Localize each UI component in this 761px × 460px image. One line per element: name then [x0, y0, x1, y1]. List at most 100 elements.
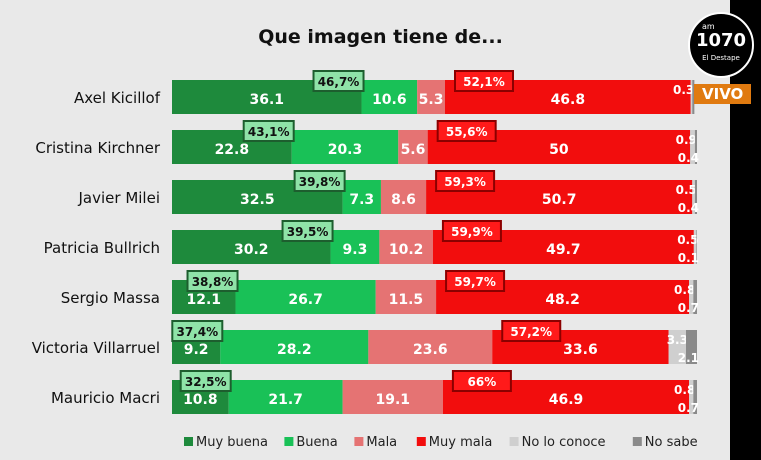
bar-segment [668, 330, 686, 364]
logo-number: 1070 [695, 30, 747, 51]
bar-segment [696, 230, 697, 264]
bar-segment [235, 280, 376, 314]
legend-label: Muy buena [196, 435, 268, 450]
category-label: Mauricio Macri [51, 389, 160, 407]
positive-total-label: 37,4% [176, 325, 218, 339]
bar-segment [689, 380, 694, 414]
positive-total-box [179, 370, 232, 392]
negative-total-label: 59,3% [444, 175, 486, 189]
negative-total-label: 57,2% [510, 325, 552, 339]
data-label: 3.3 [667, 333, 688, 347]
category-label: Sergio Massa [61, 289, 160, 307]
positive-total-box [312, 70, 365, 92]
bar-segment [692, 180, 695, 214]
data-label: 9.3 [343, 242, 368, 258]
data-label: 50.7 [542, 192, 577, 208]
bar-segment [398, 130, 428, 164]
data-label: 0.5 [677, 233, 698, 247]
legend-swatch [416, 437, 426, 446]
bar-segment [361, 80, 418, 114]
data-label: 7.3 [349, 192, 374, 208]
data-label: 10.2 [389, 242, 424, 258]
bar-segment [689, 280, 694, 314]
category-label: Patricia Bullrich [44, 239, 160, 257]
positive-total-box [242, 120, 295, 142]
data-label: 10.6 [372, 92, 407, 108]
bar-segment [694, 180, 697, 214]
bar-segment [291, 130, 399, 164]
bar-segment [692, 80, 695, 114]
category-label: Axel Kicillof [74, 89, 161, 107]
bar-segment [368, 330, 493, 364]
positive-total-box [186, 270, 239, 292]
legend-label: Mala [366, 435, 397, 450]
data-label: 20.3 [328, 142, 363, 158]
bar-segment [693, 230, 697, 264]
negative-total-box [501, 320, 562, 342]
negative-total-box [445, 270, 506, 292]
positive-total-label: 46,7% [318, 75, 360, 89]
legend-swatch [184, 437, 193, 446]
bar-segment [417, 80, 445, 114]
data-label: 0.7 [678, 301, 699, 315]
data-label: 9.2 [184, 342, 209, 358]
data-label: 19.1 [375, 392, 410, 408]
chart-title: Que imagen tiene de... [258, 26, 503, 48]
bar-segment [380, 180, 427, 214]
station-logo: am 1070 El Destape [688, 12, 754, 78]
logo-name: El Destape [702, 54, 740, 62]
data-label: 36.1 [249, 92, 284, 108]
data-label: 0.5 [676, 183, 697, 197]
positive-total-box [171, 320, 224, 342]
data-label: 0.9 [676, 133, 697, 147]
data-label: 5.3 [419, 92, 444, 108]
data-label: 49.7 [546, 242, 581, 258]
data-label: 0.4 [678, 151, 699, 165]
legend-swatch [509, 437, 519, 446]
data-label: 46.8 [551, 92, 586, 108]
data-label: 8.6 [391, 192, 416, 208]
positive-total-label: 39,8% [299, 175, 341, 189]
data-label: 0.8 [674, 383, 695, 397]
positive-total-label: 43,1% [248, 125, 290, 139]
category-label: Javier Milei [78, 189, 161, 207]
positive-total-box [281, 220, 334, 242]
negative-total-box [454, 70, 514, 92]
bar-segment [220, 330, 369, 364]
bar-segment [379, 230, 433, 264]
bar-segment [375, 280, 437, 314]
bar-segment [694, 130, 697, 164]
data-label: 0.8 [674, 283, 695, 297]
data-label: 12.1 [186, 292, 221, 308]
negative-total-label: 66% [468, 375, 497, 389]
negative-total-label: 55,6% [446, 125, 488, 139]
data-label: 11.5 [389, 292, 424, 308]
data-label: 50 [549, 142, 569, 158]
legend-swatch [284, 437, 294, 446]
frame-border [730, 0, 761, 460]
data-label: 22.8 [215, 142, 250, 158]
bar-segment [330, 230, 380, 264]
negative-total-box [441, 220, 502, 242]
category-label: Victoria Villarruel [32, 339, 160, 357]
data-label: 26.7 [288, 292, 323, 308]
data-label: 30.2 [234, 242, 269, 258]
bar-segment [693, 380, 697, 414]
bar-segment [342, 180, 381, 214]
logo-am: am [702, 22, 715, 31]
data-label: 2.1 [678, 351, 699, 365]
negative-total-label: 59,7% [454, 275, 496, 289]
bar-segment [690, 130, 695, 164]
data-label: 46.9 [549, 392, 584, 408]
data-label: 0.3 [673, 83, 694, 97]
positive-total-box [293, 170, 346, 192]
data-label: 0.1 [678, 251, 699, 265]
negative-total-box [435, 170, 496, 192]
data-label: 28.2 [277, 342, 312, 358]
legend-label: Buena [296, 435, 337, 450]
data-label: 0.4 [678, 201, 699, 215]
bar-segment [342, 380, 443, 414]
live-badge: VIVO [694, 84, 752, 104]
legend-label: No sabe [645, 435, 698, 450]
